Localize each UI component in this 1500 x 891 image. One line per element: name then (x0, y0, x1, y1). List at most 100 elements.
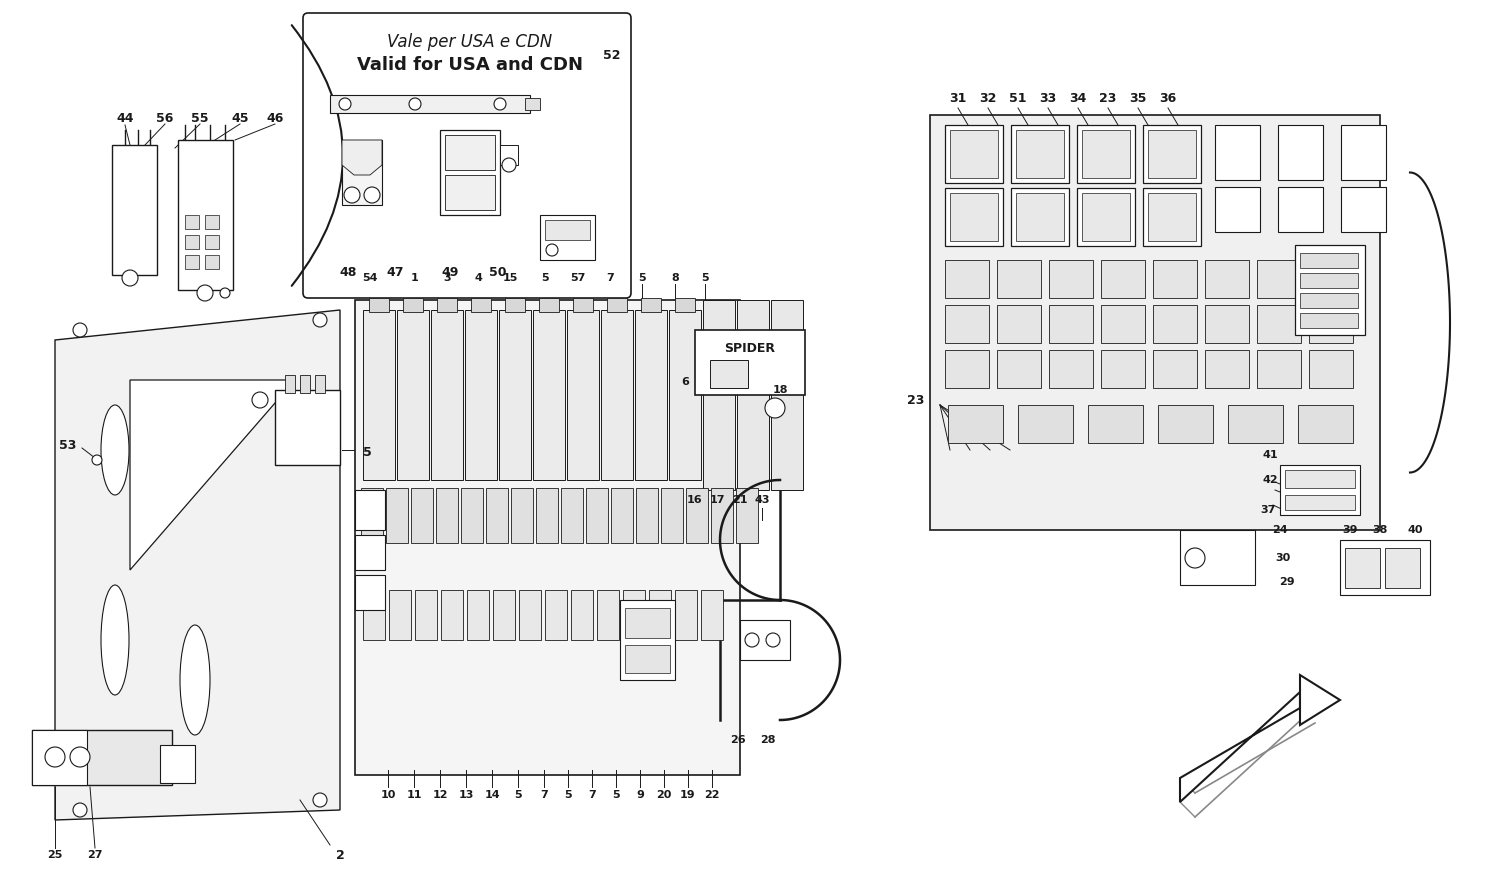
Circle shape (410, 98, 422, 110)
Text: 6: 6 (681, 377, 688, 387)
Bar (610, 488, 633, 543)
Circle shape (220, 288, 230, 298)
Bar (1204, 260, 1249, 298)
Bar (486, 488, 508, 543)
Text: 15: 15 (503, 273, 518, 283)
Bar (398, 310, 429, 480)
Circle shape (122, 270, 138, 286)
Bar (694, 330, 806, 395)
Text: 7: 7 (588, 790, 596, 800)
Bar (930, 115, 1380, 530)
Text: 30: 30 (1275, 553, 1290, 563)
Circle shape (765, 398, 784, 418)
Bar (998, 260, 1041, 298)
Bar (363, 310, 394, 480)
Bar (285, 375, 296, 393)
Text: 10: 10 (381, 790, 396, 800)
Bar (945, 305, 988, 343)
Bar (1101, 260, 1144, 298)
Bar (608, 298, 627, 312)
Text: 48: 48 (339, 266, 357, 279)
Bar (519, 590, 542, 640)
Bar (471, 298, 490, 312)
Bar (945, 350, 988, 388)
Bar (1154, 350, 1197, 388)
Circle shape (503, 158, 516, 172)
Bar (32, 730, 87, 785)
Bar (411, 488, 434, 543)
Bar (525, 98, 540, 110)
Text: 23: 23 (1100, 92, 1116, 104)
FancyBboxPatch shape (303, 13, 632, 298)
Bar (998, 350, 1041, 388)
Text: 53: 53 (60, 438, 76, 452)
Text: 14: 14 (484, 790, 500, 800)
Bar (356, 575, 386, 610)
Polygon shape (130, 380, 296, 570)
Bar (1300, 273, 1358, 288)
Bar (626, 645, 670, 673)
Bar (1048, 305, 1094, 343)
Bar (636, 488, 658, 543)
Bar (315, 375, 326, 393)
Bar (1180, 530, 1256, 585)
Bar (640, 298, 662, 312)
Text: 29: 29 (1280, 577, 1294, 587)
Circle shape (196, 285, 213, 301)
Text: 52: 52 (603, 48, 621, 61)
Text: 47: 47 (387, 266, 404, 279)
Text: 46: 46 (267, 111, 284, 125)
Bar (1011, 188, 1070, 246)
Circle shape (766, 633, 780, 647)
Bar (1088, 405, 1143, 443)
Bar (1346, 548, 1380, 588)
Bar (184, 255, 200, 269)
Text: 54: 54 (363, 273, 378, 283)
Bar (711, 488, 734, 543)
Text: 38: 38 (1372, 525, 1388, 535)
Text: 42: 42 (1262, 475, 1278, 485)
Bar (1215, 125, 1260, 180)
Circle shape (314, 313, 327, 327)
Bar (1310, 305, 1353, 343)
Bar (602, 310, 633, 480)
Circle shape (92, 455, 102, 465)
Bar (1286, 470, 1354, 488)
Bar (538, 298, 560, 312)
Bar (1257, 260, 1300, 298)
Text: 51: 51 (1010, 92, 1026, 104)
Bar (1286, 495, 1354, 510)
Circle shape (339, 98, 351, 110)
Bar (1228, 405, 1282, 443)
Bar (736, 488, 758, 543)
Circle shape (45, 747, 64, 767)
Bar (700, 590, 723, 640)
Text: 16: 16 (687, 495, 703, 505)
Bar (1298, 405, 1353, 443)
Bar (536, 488, 558, 543)
Bar (184, 215, 200, 229)
Bar (669, 310, 700, 480)
Bar (112, 145, 158, 275)
Bar (597, 590, 619, 640)
Text: 45: 45 (231, 111, 249, 125)
Text: 36: 36 (1160, 92, 1176, 104)
Text: 34: 34 (1070, 92, 1086, 104)
Bar (1143, 188, 1202, 246)
Bar (362, 488, 382, 543)
Bar (1048, 260, 1094, 298)
Text: 23: 23 (908, 394, 924, 406)
Text: 50: 50 (489, 266, 507, 279)
Circle shape (74, 803, 87, 817)
Bar (1148, 130, 1196, 178)
Text: 55: 55 (192, 111, 208, 125)
Text: 7: 7 (540, 790, 548, 800)
Ellipse shape (100, 405, 129, 495)
Text: 40: 40 (1407, 525, 1422, 535)
Bar (300, 375, 310, 393)
Text: 43: 43 (754, 495, 770, 505)
Bar (567, 310, 598, 480)
Text: 41: 41 (1262, 450, 1278, 460)
Bar (363, 590, 386, 640)
Bar (561, 488, 584, 543)
